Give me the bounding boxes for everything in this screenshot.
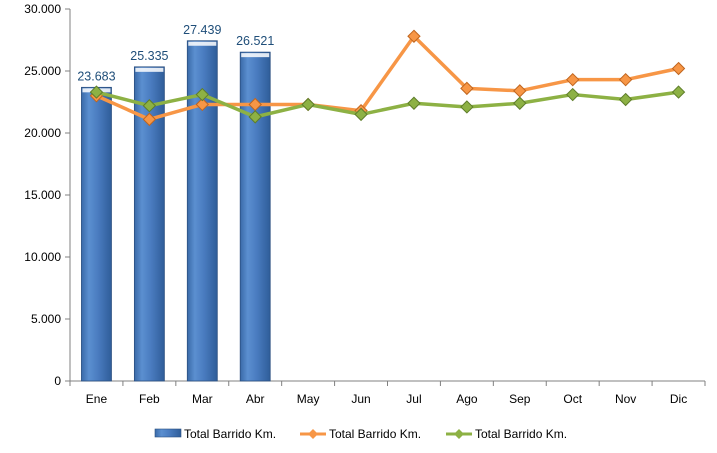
x-tick-label: Feb bbox=[139, 392, 160, 406]
x-tick-label: Sep bbox=[509, 392, 531, 406]
diamond-marker bbox=[142, 112, 157, 127]
diamond-marker bbox=[566, 72, 580, 87]
y-tick-label: 30.000 bbox=[24, 2, 61, 16]
diamond-marker bbox=[248, 110, 262, 124]
y-tick-label: 15.000 bbox=[24, 188, 61, 202]
diamond-marker bbox=[354, 107, 368, 122]
diamond-marker bbox=[89, 85, 104, 99]
x-tick-label: Jun bbox=[351, 392, 370, 406]
x-tick-label: Oct bbox=[563, 392, 582, 406]
x-tick-label: Abr bbox=[246, 392, 265, 406]
diamond-marker bbox=[618, 72, 633, 87]
legend-label: Total Barrido Km. bbox=[475, 427, 567, 441]
legend-label: Total Barrido Km. bbox=[184, 427, 276, 441]
diamond-marker bbox=[513, 84, 527, 98]
y-tick-label: 25.000 bbox=[24, 64, 61, 78]
bar-highlight bbox=[188, 41, 217, 46]
axes: 0 5.000 10.000 15.000 20.000 25.000 30.000 Ene F… bbox=[24, 2, 706, 406]
series-line-1 bbox=[95, 34, 679, 122]
diamond-marker bbox=[671, 61, 686, 76]
diamond-marker bbox=[618, 92, 633, 107]
bar-series bbox=[81, 40, 271, 382]
x-tick-label: Ago bbox=[456, 392, 478, 406]
legend-swatch-marker bbox=[454, 429, 464, 439]
x-tick-label: Nov bbox=[615, 392, 636, 406]
diamond-marker bbox=[566, 87, 580, 102]
bar-highlight bbox=[241, 53, 270, 58]
line-series bbox=[89, 29, 686, 127]
x-tick-label: May bbox=[297, 392, 320, 406]
bar-data-label: 27.439 bbox=[183, 23, 221, 37]
bar-data-label: 25.335 bbox=[130, 49, 168, 63]
x-tick-label: Dic bbox=[670, 392, 687, 406]
y-tick-label: 10.000 bbox=[24, 250, 61, 264]
legend: Total Barrido Km. Total Barrido Km. Total … bbox=[154, 427, 567, 441]
bar-data-label: 23.683 bbox=[77, 69, 115, 83]
series-line-2 bbox=[96, 90, 679, 119]
x-tick-label: Mar bbox=[192, 392, 213, 406]
diamond-marker bbox=[195, 87, 209, 102]
y-tick-label: 0 bbox=[54, 374, 61, 388]
bar bbox=[81, 86, 112, 382]
y-tick-label: 5.000 bbox=[31, 312, 61, 326]
legend-swatch-marker bbox=[308, 429, 318, 439]
diamond-marker bbox=[301, 97, 315, 112]
bar-highlight bbox=[135, 67, 164, 72]
data-labels: 23.683 25.335 27.439 26.521 bbox=[77, 23, 274, 84]
legend-label: Total Barrido Km. bbox=[329, 427, 421, 441]
x-tick-label: Jul bbox=[406, 392, 421, 406]
diamond-marker bbox=[460, 81, 474, 96]
y-tick-label: 20.000 bbox=[24, 126, 61, 140]
x-tick-label: Ene bbox=[86, 392, 108, 406]
diamond-marker bbox=[407, 96, 421, 110]
diamond-marker bbox=[460, 100, 474, 114]
diamond-marker bbox=[195, 97, 209, 112]
diamond-marker bbox=[407, 29, 421, 43]
diamond-marker bbox=[671, 85, 686, 99]
diamond-marker bbox=[142, 99, 157, 113]
legend-swatch-bar bbox=[154, 428, 182, 438]
diamond-marker bbox=[513, 96, 527, 110]
bar-data-label: 26.521 bbox=[236, 34, 274, 48]
